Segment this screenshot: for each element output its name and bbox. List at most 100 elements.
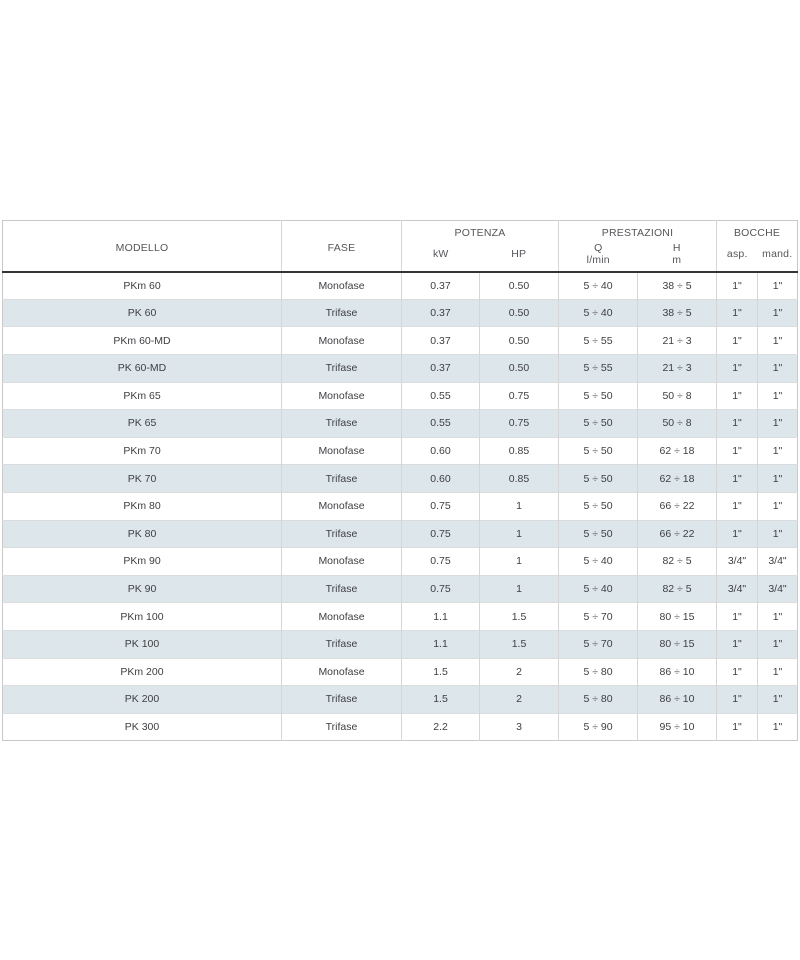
cell-asp: 1" [716,381,758,410]
cell-hp: 1.5 [479,629,559,658]
cell-mand: 1" [757,629,798,658]
cell-modello: PKm 90 [2,547,282,576]
cell-modello: PK 200 [2,685,282,714]
table-row: PK 80 Trifase 0.75 1 5 ÷ 50 66 ÷ 22 1" 1… [2,519,798,548]
cell-h-m: 82 ÷ 5 [637,574,717,603]
cell-mand: 1" [757,436,798,465]
cell-kw: 1.1 [401,602,480,631]
cell-modello: PKm 80 [2,491,282,521]
cell-hp: 1.5 [479,602,559,631]
cell-fase: Trifase [281,574,402,603]
table-row: PKm 80 Monofase 0.75 1 5 ÷ 50 66 ÷ 22 1"… [2,491,798,521]
cell-h-m: 86 ÷ 10 [637,657,717,686]
cell-fase: Monofase [281,436,402,465]
cell-modello: PK 80 [2,519,282,548]
pump-spec-table: MODELLO FASE POTENZA PRESTAZIONI BOCCHE … [2,220,798,742]
cell-fase: Monofase [281,381,402,410]
cell-h-m: 38 ÷ 5 [637,271,717,300]
cell-asp: 1" [716,353,758,383]
cell-fase: Monofase [281,326,402,355]
cell-h-m: 21 ÷ 3 [637,353,717,383]
cell-kw: 1.5 [401,685,480,714]
cell-q-lmin: 5 ÷ 50 [558,519,638,548]
header-modello: MODELLO [2,220,282,273]
cell-asp: 3/4" [716,574,758,603]
cell-mand: 1" [757,685,798,714]
header-mand: mand. [757,241,798,273]
cell-modello: PKm 60 [123,279,161,292]
cell-kw: 0.75 [401,491,480,521]
cell-fase: Trifase [281,298,402,327]
cell-asp: 1" [716,685,758,714]
cell-fase: Trifase [281,464,402,493]
cell-hp: 0.85 [479,464,559,493]
cell-asp: 1" [716,491,758,521]
cell-mand: 1" [757,491,798,521]
cell-h-m: 21 ÷ 3 [637,326,717,355]
cell-fase: Trifase [281,353,402,383]
table-header: MODELLO FASE POTENZA PRESTAZIONI BOCCHE … [2,220,798,273]
cell-q-lmin: 5 ÷ 50 [558,491,638,521]
cell-fase: Monofase [281,491,402,521]
cell-kw: 2.2 [401,712,480,741]
header-group-prestazioni: PRESTAZIONI [558,220,717,242]
table-row: PKm 60-MD Monofase 0.37 0.50 5 ÷ 55 21 ÷… [2,326,798,355]
cell-h-m: 86 ÷ 10 [637,685,717,714]
cell-fase: Trifase [281,409,402,438]
table-row: PK 70 Trifase 0.60 0.85 5 ÷ 50 62 ÷ 18 1… [2,464,798,493]
cell-hp: 1 [479,547,559,576]
cell-mand: 1" [757,271,798,300]
cell-q-lmin: 5 ÷ 50 [558,436,638,465]
cell-mand: 1" [757,712,798,741]
table-row: PKm 70 Monofase 0.60 0.85 5 ÷ 50 62 ÷ 18… [2,436,798,465]
table-row: PKm 90 Monofase 0.75 1 5 ÷ 40 82 ÷ 5 3/4… [2,547,798,576]
pump-spec-table-wrapper: MODELLO FASE POTENZA PRESTAZIONI BOCCHE … [2,220,798,742]
cell-mand: 1" [757,657,798,686]
cell-kw: 0.60 [401,464,480,493]
cell-hp: 0.50 [479,353,559,383]
header-q-label: Q [594,241,603,254]
cell-kw: 0.55 [401,381,480,410]
header-h-label: H [672,241,681,254]
cell-q-lmin: 5 ÷ 70 [558,629,638,658]
cell-h-m: 95 ÷ 10 [637,712,717,741]
cell-hp: 0.50 [479,326,559,355]
cell-hp: 1 [479,491,559,521]
cell-hp: 0.50 [479,271,559,300]
cell-q-lmin: 5 ÷ 50 [558,464,638,493]
cell-kw: 0.37 [401,271,480,300]
table-row: PK 200 Trifase 1.5 2 5 ÷ 80 86 ÷ 10 1" 1… [2,685,798,714]
table-body: PKm 60 Monofase 0.37 0.50 5 ÷ 40 38 ÷ 5 … [2,271,798,741]
cell-kw: 0.37 [401,353,480,383]
table-row: PK 300 Trifase 2.2 3 5 ÷ 90 95 ÷ 10 1" 1… [2,712,798,741]
cell-hp: 1 [479,574,559,603]
cell-mand: 1" [757,381,798,410]
cell-h-m: 66 ÷ 22 [637,491,717,521]
table-row: PK 90 Trifase 0.75 1 5 ÷ 40 82 ÷ 5 3/4" … [2,574,798,603]
cell-q-lmin: 5 ÷ 40 [558,271,638,300]
cell-modello: PKm 65 [2,381,282,410]
cell-fase: Monofase [281,271,402,300]
cell-kw: 0.60 [401,436,480,465]
cell-asp: 1" [716,519,758,548]
cell-modello: PK 65 [2,409,282,438]
cell-q-lmin: 5 ÷ 55 [558,353,638,383]
cell-asp: 1" [716,436,758,465]
cell-asp: 1" [716,712,758,741]
cell-modello: PK 60-MD [2,353,282,383]
cell-modello: PK 300 [2,712,282,741]
cell-q-lmin: 5 ÷ 55 [558,326,638,355]
cell-kw: 1.5 [401,657,480,686]
cell-modello: PKm 70 [2,436,282,465]
cell-fase: Trifase [281,519,402,548]
table-row: PKm 200 Monofase 1.5 2 5 ÷ 80 86 ÷ 10 1"… [2,657,798,686]
header-group-bocche: BOCCHE [716,220,798,242]
cell-q-lmin: 5 ÷ 80 [558,685,638,714]
cell-asp: 1" [716,298,758,327]
cell-asp: 1" [716,271,758,300]
cell-hp: 0.85 [479,436,559,465]
cell-kw: 0.75 [401,547,480,576]
